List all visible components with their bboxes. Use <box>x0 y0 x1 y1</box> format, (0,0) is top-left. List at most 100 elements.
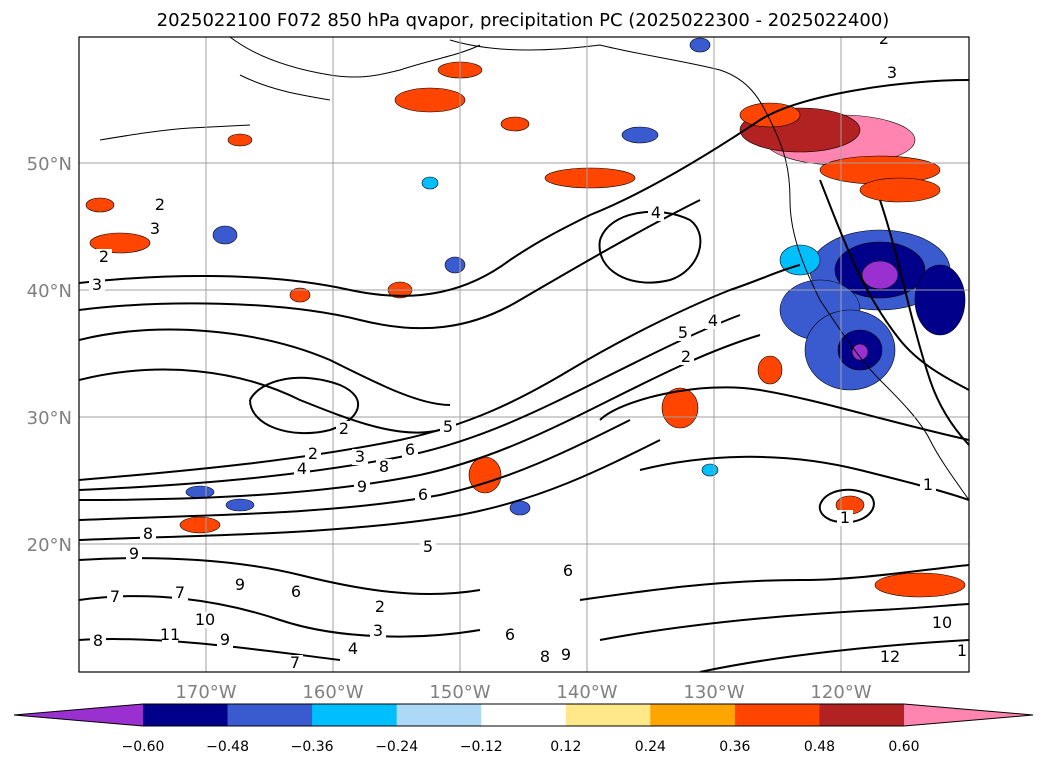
contour-label-bg <box>705 313 721 329</box>
contour-line <box>818 488 875 524</box>
contour-label-bg <box>287 655 303 671</box>
contour-label-bg <box>837 510 853 526</box>
precip-blob <box>757 355 783 385</box>
contour-label: 1 <box>840 508 850 527</box>
lon-label: 140°W <box>556 682 617 703</box>
colorbar-tick-label: 0.48 <box>804 739 835 755</box>
contour-line <box>249 376 360 435</box>
contour-label: 12 <box>880 647 900 666</box>
contour-label: 1 <box>957 641 967 660</box>
contour-label: 4 <box>651 203 661 222</box>
contour-label: 8 <box>540 647 550 666</box>
contour-label-bg <box>560 563 576 579</box>
colorbar-tick-label: −0.12 <box>460 739 503 755</box>
colorbar-tick-label: 0.36 <box>719 739 750 755</box>
latitude-labels: 50°N 40°N 30°N 20°N <box>27 154 72 556</box>
longitude-labels: 170°W 160°W 150°W 140°W 130°W 120°W <box>175 682 871 703</box>
contour-line <box>819 179 969 391</box>
contour-label: 3 <box>355 447 365 466</box>
contour-label: 3 <box>92 275 102 294</box>
contour-label: 9 <box>357 477 367 496</box>
precip-blob <box>851 343 869 361</box>
precip-blob <box>421 176 439 190</box>
contour-label: 7 <box>290 653 300 672</box>
contour-label: 5 <box>423 537 433 556</box>
contour-line <box>79 557 481 596</box>
contour-label-bg <box>172 585 188 601</box>
precip-blob <box>468 456 502 494</box>
contour-label-bg <box>876 37 892 47</box>
contour-label: 6 <box>291 582 301 601</box>
precip-blob <box>859 177 941 203</box>
contour-line <box>79 199 701 330</box>
colorbar-tick-label: 0.60 <box>888 739 919 755</box>
contour-label: 9 <box>129 544 139 563</box>
contour-line <box>599 603 969 641</box>
contour-label-bg <box>336 421 352 437</box>
contour-label: 4 <box>297 459 307 478</box>
contour-line <box>79 264 801 481</box>
colorbar-outline <box>13 703 1034 727</box>
contour-line <box>79 314 741 491</box>
contour-label-bg <box>354 479 370 495</box>
contour-label: 8 <box>379 457 389 476</box>
contour-label-bg <box>288 584 304 600</box>
contour-label-bg <box>440 419 456 435</box>
contour-label: 2 <box>879 29 889 48</box>
contour-label-bg <box>89 277 105 293</box>
contour-label-bg <box>107 589 123 605</box>
precip-blob <box>212 225 238 245</box>
colorbar-extend-high <box>904 704 1033 726</box>
colorbar-segment <box>312 704 398 726</box>
colorbar-segment <box>481 704 567 726</box>
contour-line <box>79 368 441 434</box>
contour-label-bg <box>882 649 898 665</box>
precip-blob <box>289 287 311 303</box>
contour-line <box>579 564 969 601</box>
lon-label: 170°W <box>175 682 236 703</box>
contour-label-bg <box>558 647 574 663</box>
contour-line <box>79 334 761 501</box>
contour-line <box>79 638 341 661</box>
precip-blob <box>689 37 711 53</box>
contour-line <box>699 639 969 672</box>
contour-label-bg <box>537 649 553 665</box>
contour-line <box>879 199 969 446</box>
contour-label-bg <box>420 539 436 555</box>
contour-label: 9 <box>220 630 230 649</box>
contour-label-bg <box>648 205 664 221</box>
precip-blob <box>85 197 115 213</box>
lon-label: 160°W <box>302 682 363 703</box>
contour-label-bg <box>678 349 694 365</box>
precipitation-fills <box>85 37 966 598</box>
precip-blob <box>874 572 966 598</box>
precip-blob <box>444 256 466 274</box>
contour-label: 6 <box>418 485 428 504</box>
contour-line <box>79 79 969 297</box>
precip-blob <box>227 133 253 147</box>
precip-blob <box>225 498 255 512</box>
contour-label: 9 <box>235 575 245 594</box>
precip-blob <box>779 244 821 276</box>
colorbar-segment <box>734 704 820 726</box>
contour-line <box>79 439 661 541</box>
contour-line <box>79 595 481 638</box>
colorbar <box>13 703 1034 727</box>
precip-blob <box>914 264 966 336</box>
colorbar-segment <box>396 704 482 726</box>
lon-label: 120°W <box>810 682 871 703</box>
contour-label: 5 <box>443 417 453 436</box>
colorbar-ticks: −0.60 −0.48 −0.36 −0.24 −0.12 0.12 0.24 0.36 0.4… <box>122 739 920 755</box>
lat-label: 50°N <box>27 154 72 175</box>
precip-blob <box>661 387 699 429</box>
contour-label: 4 <box>708 311 718 330</box>
contour-line <box>79 419 631 521</box>
contour-label: 2 <box>155 195 165 214</box>
map-frame <box>78 36 970 673</box>
contour-label: 2 <box>99 247 109 266</box>
contour-label: 4 <box>348 639 358 658</box>
contour-label-bg <box>294 461 310 477</box>
colorbar-extend-low <box>14 704 143 726</box>
